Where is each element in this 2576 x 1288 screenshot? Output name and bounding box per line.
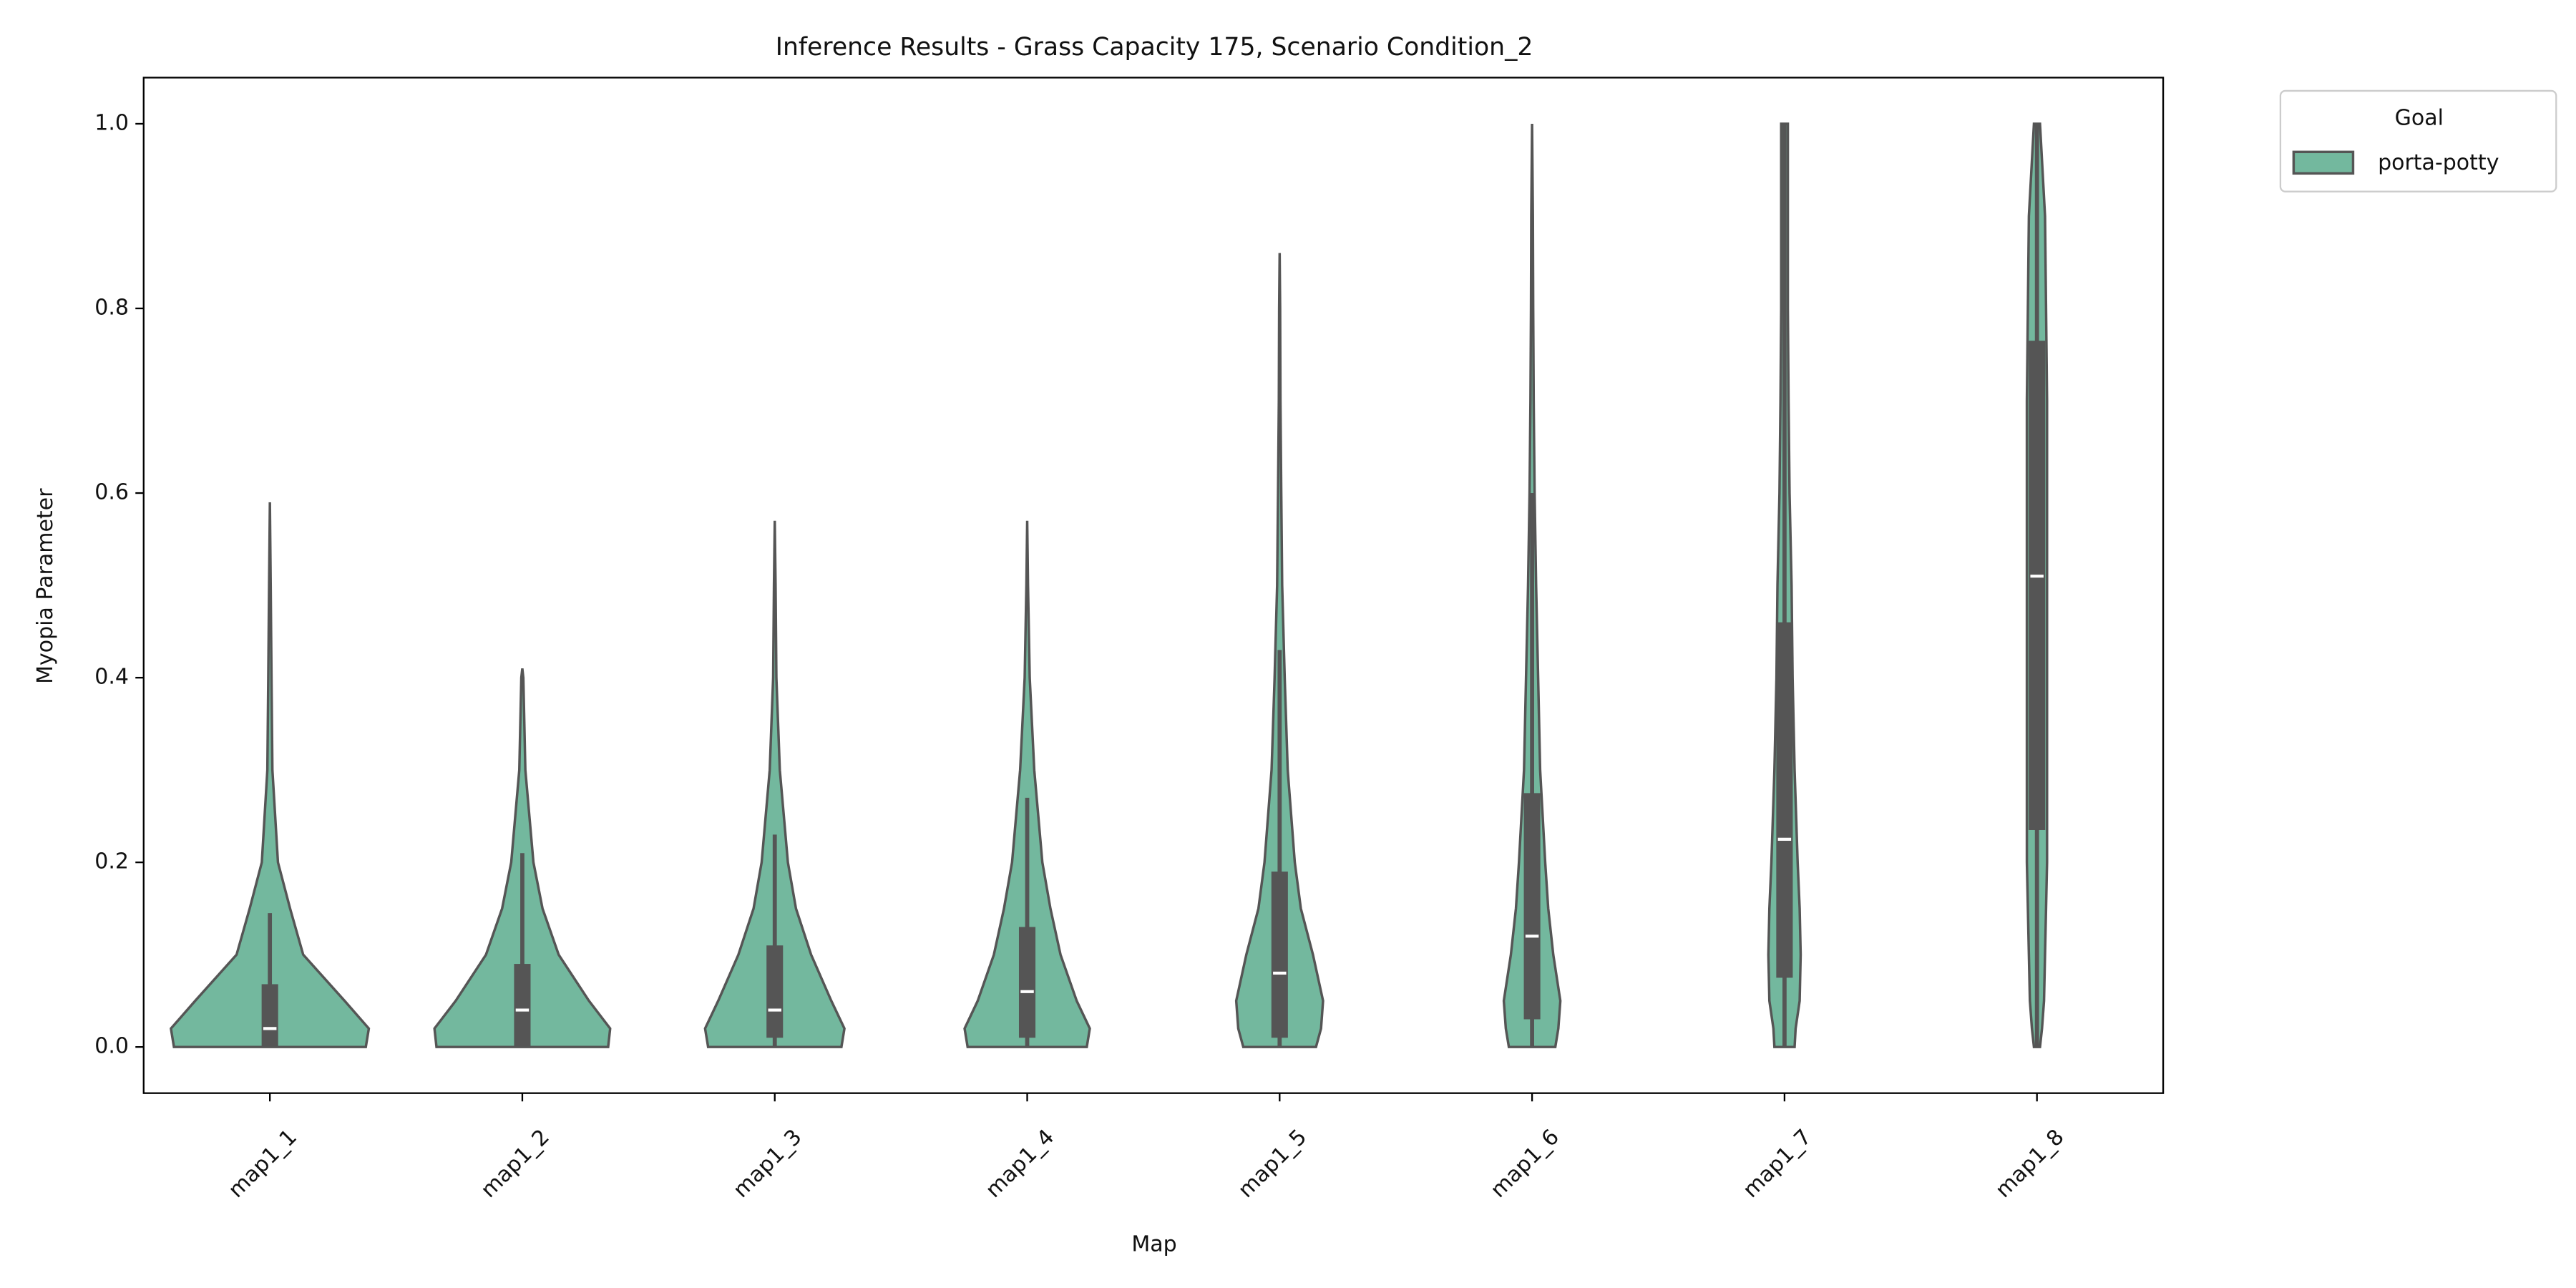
x-axis-label: Map — [1131, 1232, 1176, 1257]
y-tick-label: 0.0 — [94, 1034, 129, 1059]
legend-title: Goal — [2395, 106, 2444, 131]
legend-patch — [2292, 150, 2355, 175]
box — [261, 984, 278, 1048]
y-tick-label: 0.4 — [94, 665, 129, 690]
violin-body — [963, 520, 1091, 1048]
y-tick-label: 0.2 — [94, 849, 129, 874]
box — [766, 945, 784, 1038]
box — [1018, 927, 1036, 1038]
legend: Goal porta-potty — [2279, 89, 2557, 192]
y-tick-label: 0.8 — [94, 296, 129, 321]
y-axis-label: Myopia Parameter — [33, 488, 58, 684]
box — [1271, 872, 1288, 1038]
y-tick-label: 0.6 — [94, 480, 129, 505]
box — [2029, 341, 2046, 830]
y-tick-label: 1.0 — [94, 110, 129, 135]
box — [1776, 622, 1793, 978]
violin-body — [170, 502, 371, 1048]
legend-label: porta-potty — [2378, 150, 2499, 175]
chart-title: Inference Results - Grass Capacity 175, … — [776, 33, 1533, 62]
box — [1523, 793, 1541, 1020]
box — [514, 964, 531, 1048]
plot-frame — [142, 77, 2165, 1094]
violin-body — [703, 520, 846, 1048]
